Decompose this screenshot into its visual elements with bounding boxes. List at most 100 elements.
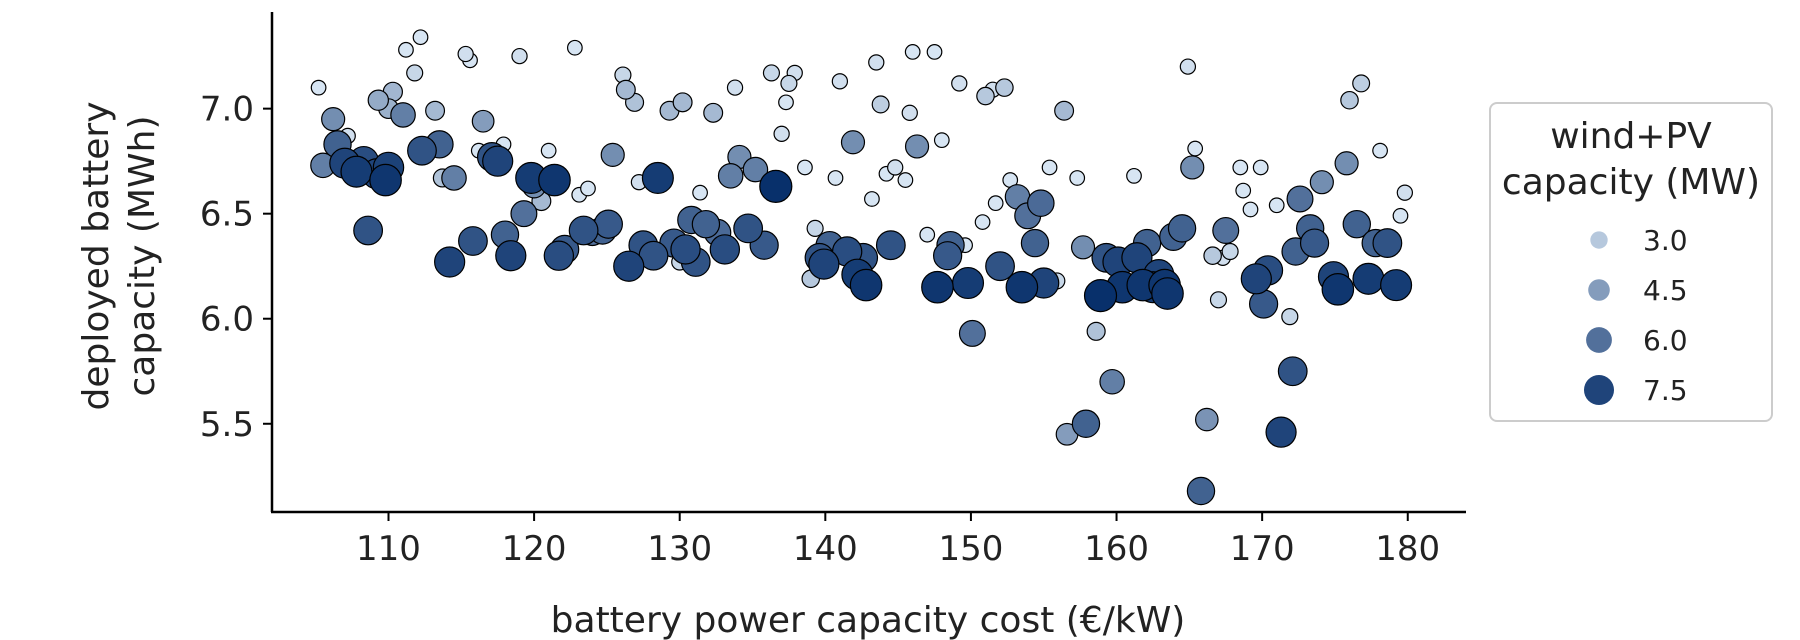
data-point	[1203, 246, 1222, 265]
data-point	[951, 266, 985, 300]
legend-title-line-2: capacity (MW)	[1502, 162, 1760, 203]
data-point	[321, 107, 346, 132]
data-point	[1212, 216, 1240, 244]
data-point	[412, 29, 429, 46]
data-point	[1321, 272, 1355, 306]
data-point	[1281, 308, 1299, 326]
y-tick-label: 6.5	[200, 195, 254, 235]
data-point	[976, 86, 995, 106]
data-point	[441, 165, 467, 191]
legend-title-line-1: wind+PV	[1550, 116, 1712, 157]
x-tick-label: 160	[1084, 529, 1149, 569]
data-point	[692, 184, 708, 201]
data-point	[709, 234, 741, 265]
data-point	[875, 230, 906, 261]
data-point	[901, 104, 918, 122]
data-point	[1179, 58, 1197, 75]
data-point	[1071, 409, 1101, 438]
data-point	[773, 125, 790, 143]
data-point	[434, 246, 466, 278]
data-point	[742, 156, 769, 183]
data-point	[778, 94, 794, 111]
data-point	[840, 130, 866, 155]
data-point	[897, 172, 914, 188]
data-point	[1396, 184, 1414, 201]
data-point	[932, 241, 963, 271]
data-point	[974, 214, 991, 230]
legend-label: 4.5	[1643, 274, 1688, 307]
data-point	[806, 219, 824, 237]
data-point	[1240, 263, 1272, 295]
data-point	[759, 169, 793, 203]
data-point	[1372, 228, 1403, 259]
data-point	[1041, 159, 1058, 176]
data-point	[1027, 189, 1055, 217]
y-ticks: 5.5 6.0 6.5 7.0	[200, 90, 272, 445]
legend-label: 3.0	[1643, 224, 1688, 257]
x-ticks: 110 120 130 140 150 160 170 180	[356, 512, 1440, 569]
legend-marker	[1586, 327, 1612, 353]
data-point	[540, 142, 557, 159]
y-tick-label: 6.0	[200, 300, 254, 340]
data-point	[457, 45, 474, 63]
data-point	[703, 102, 724, 123]
data-point	[1242, 201, 1259, 218]
data-point	[1005, 270, 1039, 304]
y-tick-label: 7.0	[200, 90, 254, 130]
data-point	[958, 319, 986, 347]
data-point	[672, 92, 693, 113]
data-point	[827, 170, 844, 186]
data-point	[1083, 279, 1118, 313]
data-point	[1151, 277, 1184, 310]
data-point	[1334, 151, 1359, 176]
data-point	[580, 180, 596, 197]
data-point	[904, 44, 921, 60]
data-point	[1392, 207, 1409, 224]
data-point	[951, 75, 968, 92]
data-point	[1235, 182, 1252, 199]
data-point	[1086, 321, 1106, 341]
data-point	[831, 73, 849, 90]
data-point	[808, 248, 840, 280]
data-point	[495, 240, 527, 272]
data-point	[566, 39, 583, 56]
data-point	[1167, 214, 1197, 243]
data-point	[340, 155, 373, 188]
data-point	[1180, 155, 1205, 180]
data-point	[1340, 90, 1359, 110]
data-point	[538, 163, 571, 197]
data-point	[921, 270, 954, 304]
data-point	[641, 161, 674, 195]
data-point	[780, 74, 798, 93]
data-point	[482, 145, 514, 177]
data-point	[987, 195, 1004, 212]
legend-label: 6.0	[1643, 324, 1688, 357]
data-point	[797, 159, 813, 176]
data-point	[985, 251, 1015, 282]
data-point	[390, 102, 416, 128]
data-point	[1252, 159, 1269, 176]
data-point	[868, 54, 885, 71]
data-point	[726, 79, 744, 96]
data-point	[1187, 140, 1204, 157]
data-point	[1286, 185, 1314, 213]
data-point	[471, 109, 495, 133]
data-point	[1309, 170, 1334, 195]
data-point	[1299, 228, 1330, 258]
data-point	[1380, 269, 1413, 302]
data-point	[864, 191, 880, 207]
data-point	[1265, 416, 1297, 448]
data-point	[353, 215, 384, 246]
data-point	[543, 240, 575, 271]
data-point	[310, 79, 327, 96]
data-point	[762, 64, 781, 82]
data-point	[1126, 167, 1142, 184]
y-tick-label: 5.5	[200, 405, 254, 445]
data-point	[407, 135, 437, 166]
data-point	[717, 163, 744, 189]
data-point	[1232, 159, 1249, 176]
data-point	[1352, 262, 1385, 295]
data-point	[600, 142, 625, 167]
data-point	[511, 47, 528, 65]
